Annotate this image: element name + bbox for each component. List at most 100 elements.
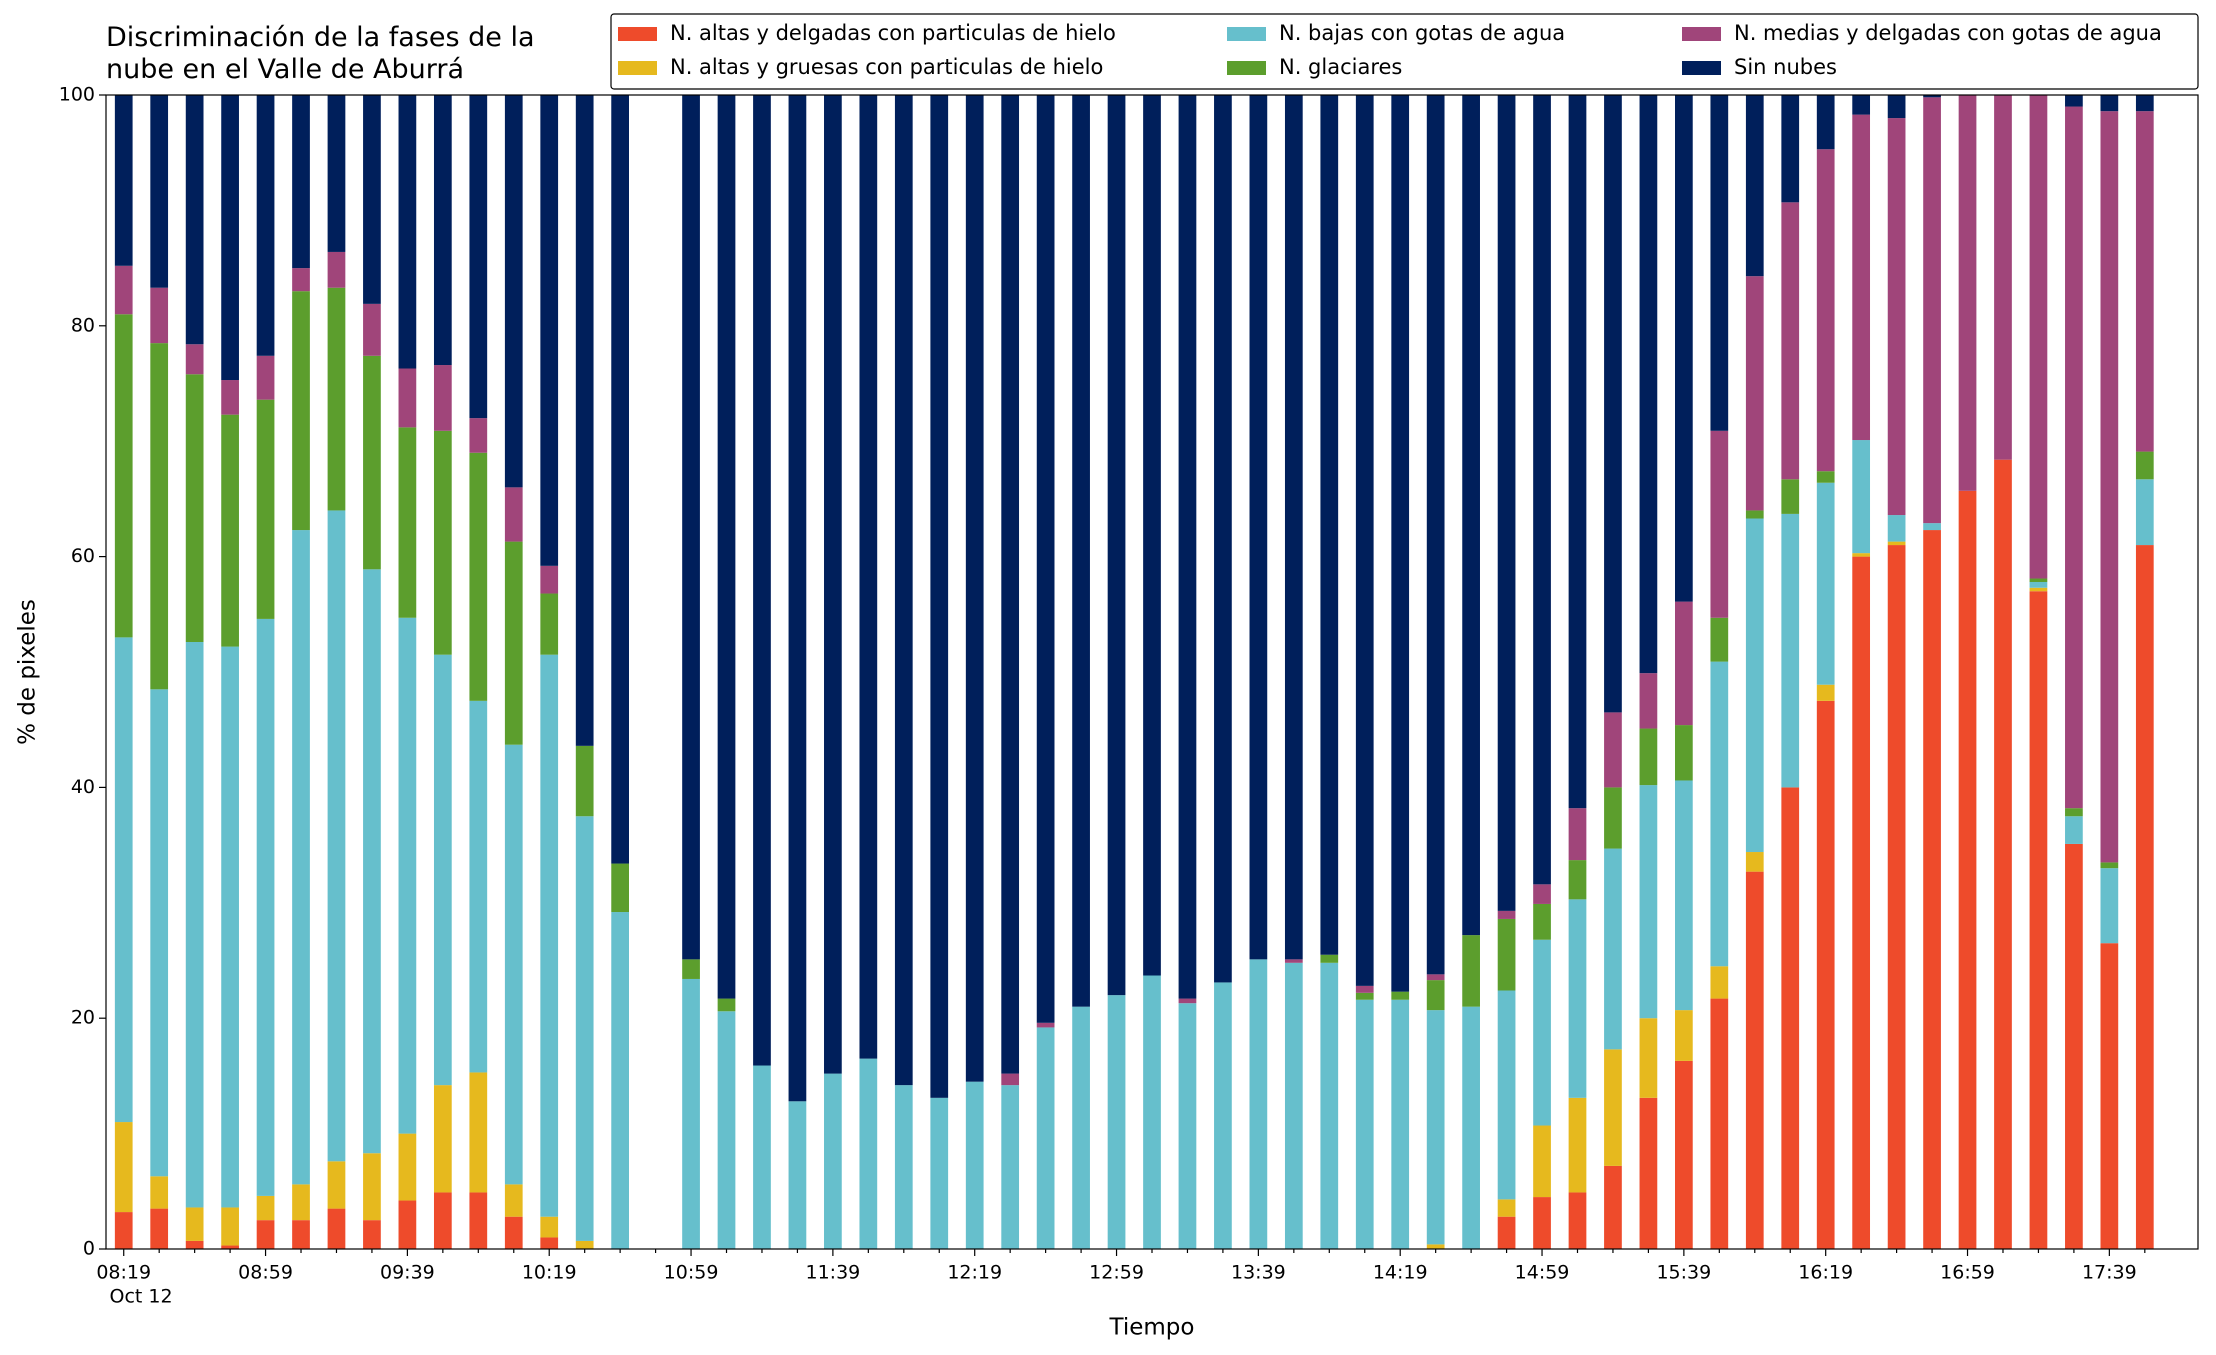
bar-segment: [398, 1133, 417, 1201]
bar-segment: [327, 510, 346, 1162]
bar-segment: [1852, 440, 1871, 554]
bar-segment: [1781, 787, 1800, 1249]
bar-segment: [221, 380, 239, 415]
x-tick-label: 09:39: [380, 1262, 435, 1284]
bar-segment: [1604, 95, 1622, 713]
bar-segment: [1497, 95, 1516, 911]
bar-segment: [1852, 95, 1871, 115]
bar-segment: [1604, 1049, 1622, 1166]
bar-segment: [221, 1245, 239, 1249]
legend-swatch: [1682, 27, 1721, 41]
bar-segment: [114, 265, 133, 315]
legend-label: N. altas y delgadas con particulas de hi…: [670, 21, 1116, 45]
bar-segment: [575, 816, 594, 1241]
bar-segment: [859, 95, 878, 1059]
bar-segment: [1178, 1003, 1197, 1249]
y-tick-label: 40: [71, 776, 95, 798]
bar-segment: [150, 1176, 169, 1209]
bar-segment: [2100, 862, 2119, 869]
bar-segment: [1249, 95, 1268, 960]
bar-segment: [1994, 95, 2012, 460]
bar-segment: [1781, 479, 1800, 514]
bar-segment: [469, 452, 488, 701]
bar-segment: [363, 1220, 381, 1249]
legend: N. altas y delgadas con particulas de hi…: [610, 13, 2199, 90]
x-tick-label: 08:59: [238, 1262, 293, 1284]
bar-segment: [1568, 1097, 1587, 1193]
bar-segment: [1214, 982, 1232, 1249]
bar-segment: [256, 95, 275, 356]
bar-segment: [1143, 95, 1161, 976]
bar-segment: [930, 95, 949, 1098]
bar-segment: [2065, 808, 2083, 817]
bar-segment: [1568, 95, 1587, 809]
bar-segment: [1426, 980, 1445, 1011]
bar-segment: [1391, 95, 1410, 992]
bar-segment: [1426, 1244, 1445, 1249]
bar-segment: [292, 268, 310, 292]
bar-segment: [1816, 471, 1835, 483]
bar-segment: [1533, 1197, 1551, 1249]
bar-segment: [1639, 785, 1658, 1019]
bar-segment: [504, 487, 523, 542]
bar-segment: [1462, 1006, 1480, 1249]
bar-segment: [1036, 95, 1055, 1023]
bar-segment: [682, 959, 700, 979]
bar-segment: [1745, 276, 1764, 511]
bar-segment: [150, 689, 169, 1177]
bar-segment: [469, 1072, 488, 1193]
bar-segment: [1533, 903, 1551, 940]
bar-segment: [1533, 884, 1551, 904]
bar-segment: [150, 1208, 169, 1249]
bar-segment: [292, 95, 310, 269]
legend-label: Sin nubes: [1734, 55, 1837, 79]
bar-segment: [753, 1065, 771, 1249]
bar-segment: [1001, 95, 1020, 1074]
bar-segment: [1675, 780, 1693, 1011]
bar-segment: [2135, 545, 2154, 1249]
bar-segment: [1816, 95, 1835, 150]
bar-segment: [1178, 95, 1197, 999]
bar-segment: [256, 355, 275, 400]
bar-segment: [327, 287, 346, 511]
bar-segment: [1816, 700, 1835, 1249]
x-tick-label: 11:39: [805, 1262, 860, 1284]
legend-label: N. medias y delgadas con gotas de agua: [1734, 21, 2162, 45]
bar-segment: [1852, 556, 1871, 1249]
bar-segment: [1214, 95, 1232, 983]
bar-segment: [1391, 991, 1410, 1000]
bar-segment: [1320, 95, 1339, 955]
bar-segment: [398, 368, 417, 428]
bar-segment: [2135, 111, 2154, 452]
bar-segment: [221, 646, 239, 1208]
bar-segment: [611, 912, 629, 1249]
x-tick-label: 14:59: [1515, 1262, 1570, 1284]
bar-segment: [433, 654, 452, 1086]
bar-segment: [292, 1220, 310, 1249]
bar-segment: [788, 95, 807, 1102]
bar-segment: [1462, 935, 1480, 1007]
bar-segment: [1320, 962, 1339, 1249]
bar-segment: [1072, 1006, 1090, 1249]
bar-segment: [398, 617, 417, 1134]
bar-segment: [150, 287, 169, 344]
bar-segment: [1816, 149, 1835, 472]
legend-box: [610, 13, 2199, 90]
bar-segment: [965, 95, 984, 1082]
legend-label: N. bajas con gotas de agua: [1279, 21, 1565, 45]
bar-segment: [327, 1161, 346, 1209]
bar-segment: [2029, 95, 2048, 579]
legend-label: N. glaciares: [1279, 55, 1402, 79]
bar-segment: [2100, 868, 2119, 944]
bar-segment: [2135, 479, 2154, 546]
bar-segment: [1355, 992, 1374, 1000]
x-tick-label: 16:19: [1798, 1262, 1853, 1284]
bar-segment: [753, 95, 771, 1066]
bar-segment: [1994, 459, 2012, 1249]
bar-segment: [1497, 1216, 1516, 1249]
bar-segment: [1923, 97, 1941, 524]
bar-segment: [682, 95, 700, 960]
legend-swatch: [1227, 27, 1266, 41]
bar-segment: [1426, 974, 1445, 981]
